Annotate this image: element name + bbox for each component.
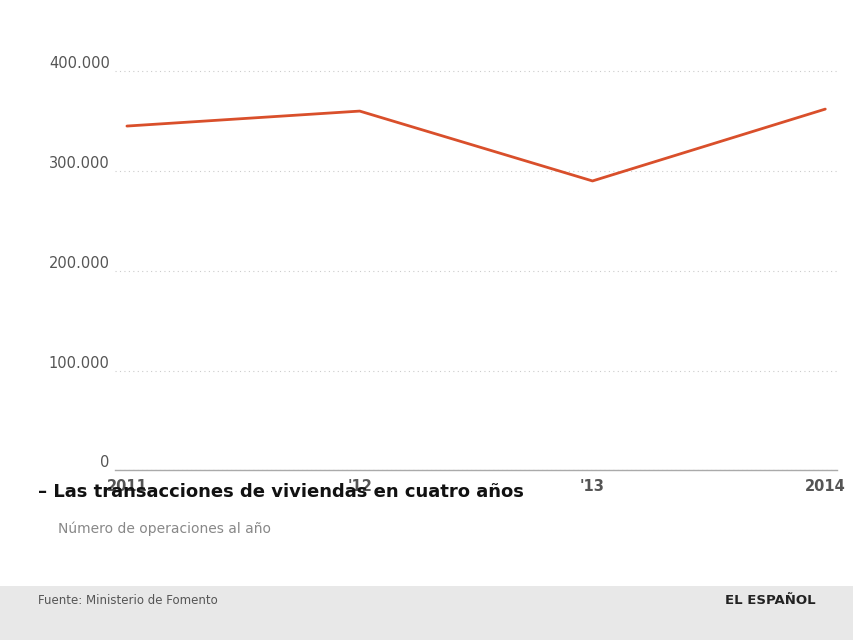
Text: EL ESPAÑOL: EL ESPAÑOL: [724, 594, 815, 607]
Text: – Las transacciones de viviendas en cuatro años: – Las transacciones de viviendas en cuat…: [38, 483, 524, 501]
Text: Fuente: Ministerio de Fomento: Fuente: Ministerio de Fomento: [38, 594, 218, 607]
Text: Número de operaciones al año: Número de operaciones al año: [58, 522, 270, 536]
